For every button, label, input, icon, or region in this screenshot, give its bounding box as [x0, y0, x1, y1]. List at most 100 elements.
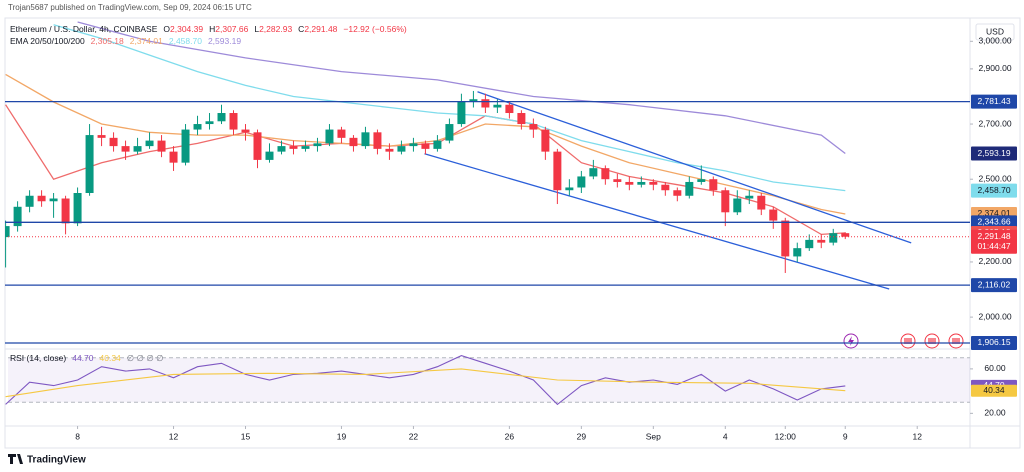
flag-glyph [928, 338, 936, 344]
candle-body [433, 140, 442, 149]
candle-body [109, 137, 118, 147]
x-tick-label: 19 [337, 431, 347, 441]
candle-body [841, 233, 850, 237]
footer-text: TradingView [27, 455, 86, 466]
x-tick-label: 12 [169, 431, 179, 441]
flag-glyph [904, 338, 912, 344]
candle-body [481, 99, 490, 108]
countdown: 01:44:47 [977, 241, 1010, 251]
candle-body [325, 129, 334, 144]
price-label-box [971, 94, 1017, 109]
candle-body [157, 140, 166, 152]
rsi-y-tick-label: 60.00 [984, 363, 1006, 373]
candle-body [13, 206, 22, 227]
x-tick-label: 26 [505, 431, 515, 441]
candle-body [817, 239, 826, 243]
ema-value: 2,305.18 [91, 36, 124, 46]
y-tick-label: 2,500.00 [978, 173, 1011, 183]
price-label-box [971, 278, 1017, 293]
candle-body [85, 135, 94, 193]
x-tick-label: 12:00 [775, 431, 797, 441]
candle-body [625, 181, 634, 185]
candle-body [505, 104, 514, 114]
x-tick-label: 29 [577, 431, 587, 441]
price-label: 2,116.02 [978, 279, 1011, 289]
candle-body [349, 137, 358, 147]
rsi-legend-value: 44.70 [72, 353, 94, 363]
price-label-box [971, 335, 1017, 350]
candle-body [181, 129, 190, 163]
candle-body [829, 233, 838, 243]
candle-body [457, 101, 466, 125]
candle-body [301, 146, 310, 149]
y-tick-label: 2,200.00 [978, 256, 1011, 266]
candle-body [289, 146, 298, 149]
candle-body [37, 195, 46, 202]
candle-body [709, 179, 718, 191]
ema-value: 2,458.70 [169, 36, 202, 46]
symbol-legend: Ethereum / U.S. Dollar, 4h, COINBASE O2,3… [10, 24, 407, 34]
ohlc-key: L [254, 24, 259, 34]
y-tick-label: 2,000.00 [978, 311, 1011, 321]
ema-value: 2,374.01 [130, 36, 163, 46]
x-tick-label: 22 [409, 431, 419, 441]
ohlc-key: O [163, 24, 170, 34]
ema-title: EMA 20/50/100/200 [10, 36, 85, 46]
footer-logo: TradingView [8, 454, 86, 466]
event-icons [843, 333, 964, 349]
candle-body [745, 195, 754, 199]
ohlc-value: 2,304.39 [170, 24, 203, 34]
rsi-line [5, 368, 846, 398]
y-tick-label: 2,700.00 [978, 118, 1011, 128]
flag-glyph [952, 338, 960, 344]
ohlc-key: H [209, 24, 215, 34]
candle-body [61, 198, 70, 224]
candle-body [133, 146, 142, 152]
trend-line [477, 91, 912, 244]
candle-body [241, 129, 250, 133]
ema-line [77, 21, 846, 155]
rsi-label: 40.34 [983, 385, 1005, 395]
price-label: 2,343.66 [977, 217, 1010, 227]
candle-body [529, 124, 538, 130]
candle-body [613, 179, 622, 182]
candle-body [361, 132, 370, 147]
candle-body [541, 129, 550, 152]
candle-body [229, 113, 238, 130]
candle-body [277, 146, 286, 152]
currency: USD [986, 26, 1004, 36]
ohlc-value: 2,282.93 [259, 24, 292, 34]
rsi-legend: RSI (14, close) 44.70 40.34 ∅ ∅ ∅ ∅ [10, 353, 164, 363]
symbol: Ethereum / U.S. Dollar, 4h, COINBASE [10, 24, 158, 34]
candle-body [337, 129, 346, 138]
ohlc-value: 2,291.48 [304, 24, 337, 34]
candle-body [313, 143, 322, 147]
candle-body [373, 132, 382, 149]
price-label-box [971, 146, 1017, 161]
candle-body [781, 220, 790, 257]
currency-box[interactable] [975, 23, 1015, 41]
candle-body [469, 99, 478, 102]
candle-body [661, 184, 670, 191]
candle-body [805, 239, 814, 249]
candle-body [553, 151, 562, 191]
price-label-box [971, 183, 1017, 198]
ema-value: 2,593.19 [208, 36, 241, 46]
price-label: 2,374.01 [977, 208, 1010, 218]
candle-body [49, 198, 58, 202]
ohlc-value: 2,307.66 [215, 24, 248, 34]
candle-body [721, 190, 730, 213]
rsi-legend-value: 40.34 [100, 353, 122, 363]
x-tick-label: 8 [75, 431, 80, 441]
candle-body [97, 135, 106, 138]
candle-body [493, 104, 502, 108]
price-label-box [971, 215, 1017, 230]
candle-body [769, 209, 778, 221]
ohlc-value: −12.92 (−0.56%) [343, 24, 406, 34]
logo-glyph [8, 454, 23, 464]
ema-legend: EMA 20/50/100/200 2,305.18 2,374.01 2,458.7… [10, 36, 241, 46]
ema-line [53, 24, 846, 192]
candle-body [121, 146, 130, 152]
